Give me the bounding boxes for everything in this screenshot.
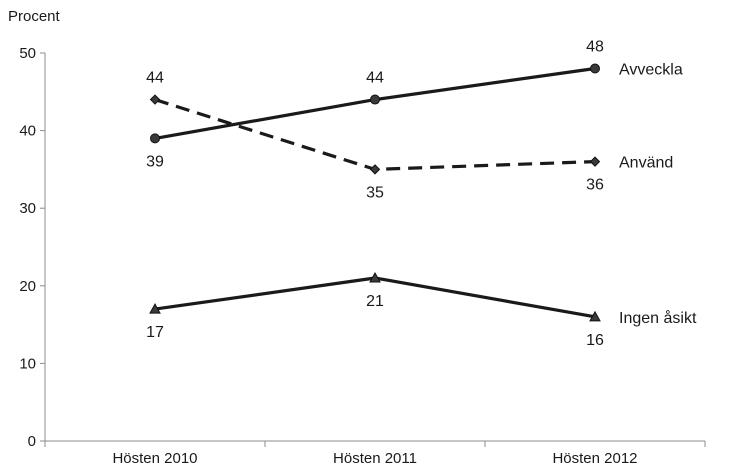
data-label: 48 — [586, 39, 604, 56]
x-tick-label: Hösten 2011 — [333, 450, 417, 467]
y-tick-label: 40 — [19, 123, 36, 140]
series-line — [154, 98, 596, 171]
series-name-label: Avveckla — [619, 62, 683, 79]
series-name-label: Använd — [619, 155, 673, 172]
y-tick-label: 10 — [19, 355, 36, 372]
data-point-triangle — [589, 310, 601, 322]
data-point-diamond — [149, 94, 161, 105]
data-labels: 39 44 48 Avveckla 44 35 36 Använd 17 21 16 Ingen ås… — [146, 39, 697, 349]
axes: 0 10 20 30 40 50 Hösten 2010 Hösten 2011 Hösten … — [19, 45, 706, 467]
y-tick-label: 0 — [28, 433, 36, 450]
data-label: 16 — [586, 332, 604, 349]
data-label: 36 — [586, 177, 604, 194]
data-point-triangle — [369, 272, 381, 283]
data-label: 21 — [366, 293, 384, 310]
series-2 — [149, 272, 601, 322]
x-tick-label: Hösten 2012 — [552, 450, 637, 467]
series-name-label: Ingen åsikt — [619, 309, 697, 327]
data-label: 35 — [366, 184, 384, 201]
data-point-diamond — [369, 164, 381, 175]
series-layer — [149, 63, 601, 322]
y-tick-label: 30 — [19, 200, 36, 217]
y-axis-label: Procent — [8, 8, 61, 25]
data-label: 44 — [146, 70, 164, 87]
series-0 — [150, 63, 600, 144]
series-1 — [149, 94, 601, 175]
data-point-diamond — [589, 156, 601, 167]
data-label: 17 — [146, 324, 164, 341]
data-point-triangle — [149, 303, 161, 314]
data-label: 44 — [366, 70, 384, 87]
x-tick-label: Hösten 2010 — [112, 450, 197, 467]
data-point-circle — [370, 94, 380, 105]
data-label: 39 — [146, 153, 164, 170]
y-tick-label: 50 — [19, 45, 36, 62]
y-tick-label: 20 — [19, 278, 36, 295]
data-point-circle — [590, 63, 600, 74]
data-point-circle — [150, 133, 160, 144]
